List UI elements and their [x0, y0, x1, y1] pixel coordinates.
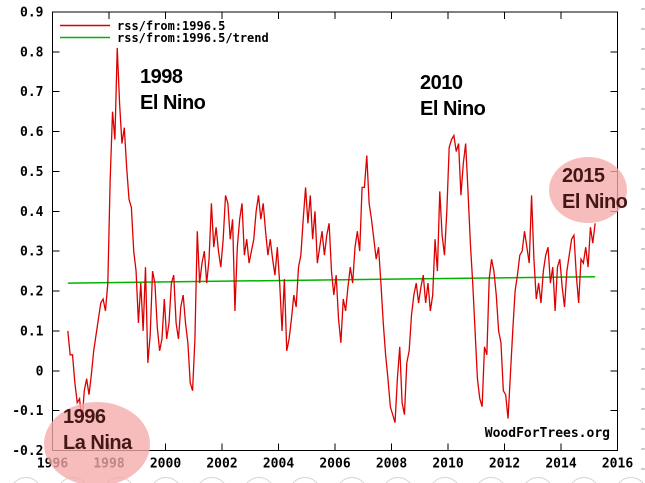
annotation-1998-el-nino: 1998 El Nino — [140, 64, 206, 116]
y-tick-label-0.6: 0.6 — [20, 125, 44, 140]
y-tick-label--0.1: -0.1 — [12, 404, 43, 419]
annotation-2010-el-nino: 2010 El Nino — [420, 70, 486, 122]
trend-line — [67, 275, 596, 284]
annotation-2015-year: 2015 — [562, 165, 605, 187]
legend-label-rss: rss/from:1996.5 — [117, 19, 226, 33]
annotation-2010-event: El Nino — [420, 98, 486, 120]
annotation-1996-event: La Nina — [63, 432, 132, 454]
y-tick-label-0.3: 0.3 — [20, 245, 43, 260]
annotation-2015-event: El Nino — [562, 191, 628, 213]
y-tick-label-0.4: 0.4 — [20, 205, 44, 220]
y-tick-label-0.7: 0.7 — [20, 85, 43, 100]
x-tick-label-2010: 2010 — [432, 457, 463, 472]
y-tick-label-0.2: 0.2 — [20, 285, 43, 300]
x-tick-label-2000: 2000 — [150, 457, 181, 472]
x-tick-label-2012: 2012 — [489, 457, 520, 472]
annotation-1998-event: El Nino — [140, 92, 206, 114]
legend-entry-rss: rss/from:1996.5 — [117, 20, 225, 33]
legend-entry-trend: rss/from:1996.5/trend — [117, 32, 269, 45]
y-tick-label-0: 0 — [36, 364, 44, 379]
x-tick-label-2002: 2002 — [206, 457, 237, 472]
x-tick-label-2008: 2008 — [376, 457, 407, 472]
highlight-ellipse-2015-el-nino — [549, 157, 627, 223]
y-tick-label--0.2: -0.2 — [12, 444, 43, 459]
annotation-1996-la-nina: 1996 La Nina — [63, 404, 132, 456]
y-tick-label-0.5: 0.5 — [20, 165, 43, 180]
x-tick-label-2004: 2004 — [263, 457, 294, 472]
highlight-ellipse-1996-la-nina — [44, 402, 150, 483]
annotation-1996-year: 1996 — [63, 406, 106, 428]
legend-label-trend: rss/from:1996.5/trend — [117, 31, 269, 45]
x-tick-label-2016: 2016 — [602, 457, 633, 472]
x-tick-label-2014: 2014 — [545, 457, 576, 472]
y-tick-label-0.8: 0.8 — [20, 45, 44, 60]
y-tick-label-0.1: 0.1 — [20, 324, 44, 339]
y-tick-label-0.9: 0.9 — [20, 6, 43, 21]
annotation-2010-year: 2010 — [420, 72, 463, 94]
watermark-woodfortrees: WoodForTrees.org — [484, 426, 610, 441]
data-line-rss — [67, 47, 596, 423]
annotation-1998-year: 1998 — [140, 66, 183, 88]
x-tick-label-2006: 2006 — [319, 457, 350, 472]
annotation-2015-el-nino: 2015 El Nino — [562, 163, 628, 215]
